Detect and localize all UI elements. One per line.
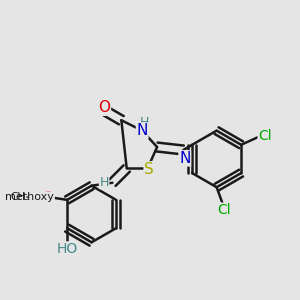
Text: Cl: Cl bbox=[258, 129, 272, 143]
Text: H: H bbox=[140, 116, 149, 129]
Text: N: N bbox=[136, 123, 148, 138]
Text: O: O bbox=[42, 190, 53, 204]
Text: HO: HO bbox=[57, 242, 78, 256]
Text: N: N bbox=[179, 151, 190, 166]
Text: methoxy: methoxy bbox=[5, 192, 54, 202]
Text: Cl: Cl bbox=[217, 203, 231, 217]
Text: O: O bbox=[98, 100, 110, 115]
Text: S: S bbox=[144, 162, 154, 177]
Text: CH₃: CH₃ bbox=[11, 192, 30, 202]
Text: H: H bbox=[99, 176, 109, 189]
